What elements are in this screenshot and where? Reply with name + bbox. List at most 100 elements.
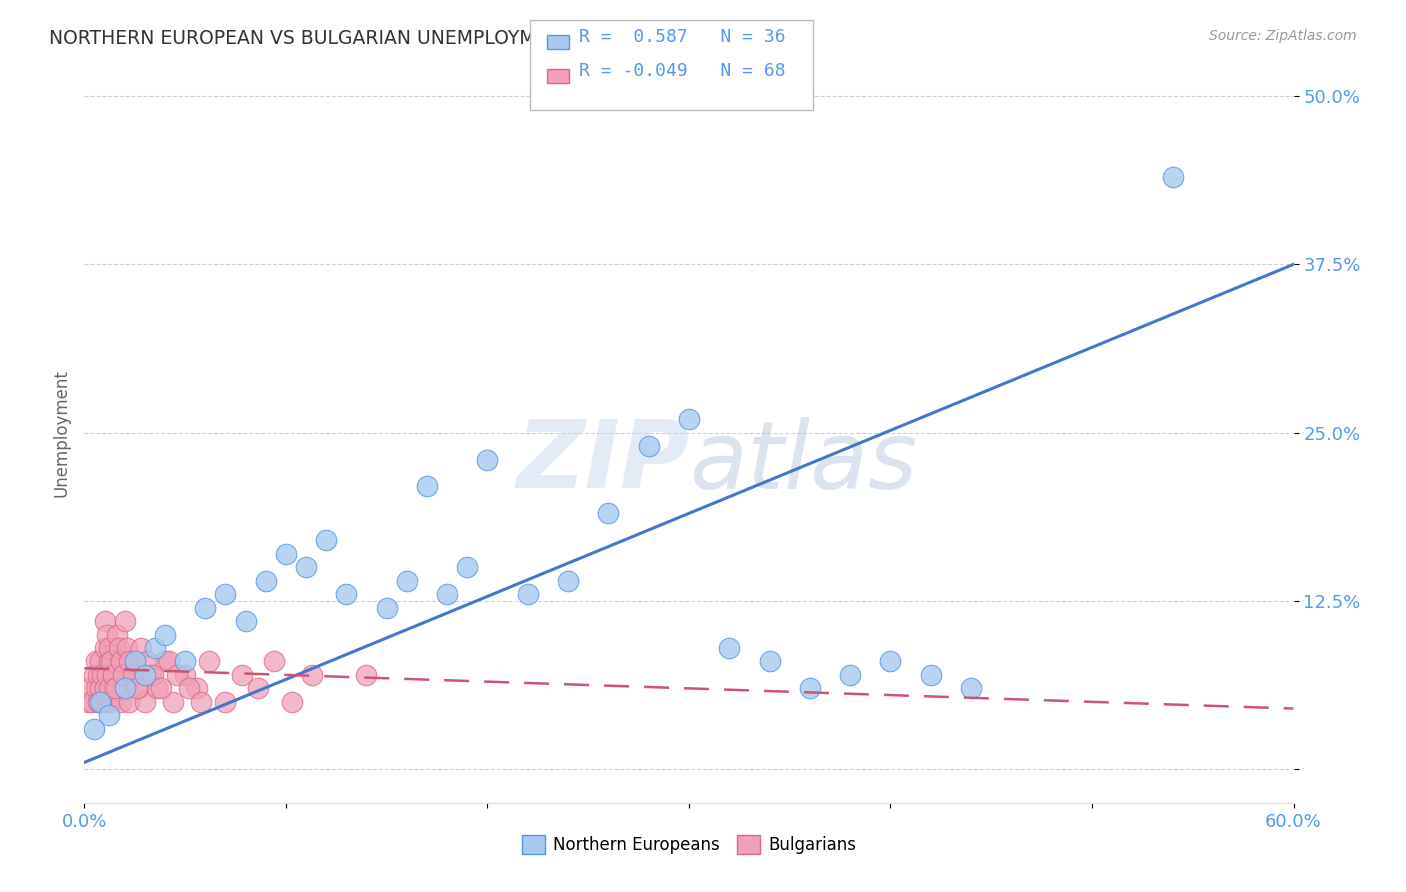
Point bbox=[93, 614, 115, 628]
Point bbox=[110, 655, 132, 669]
Point bbox=[124, 655, 146, 669]
Point bbox=[97, 655, 120, 669]
Point bbox=[89, 655, 111, 669]
Point bbox=[263, 655, 285, 669]
Point bbox=[274, 547, 297, 561]
Point bbox=[86, 655, 108, 669]
Point bbox=[111, 668, 134, 682]
Point bbox=[174, 655, 197, 669]
Point bbox=[114, 681, 136, 696]
Point bbox=[516, 587, 538, 601]
Point bbox=[118, 695, 141, 709]
Point bbox=[598, 507, 620, 521]
Point bbox=[879, 655, 901, 669]
Point bbox=[107, 640, 129, 655]
Point bbox=[153, 655, 176, 669]
Point bbox=[96, 668, 118, 682]
Point bbox=[87, 695, 110, 709]
Point bbox=[235, 614, 257, 628]
Point bbox=[416, 479, 439, 493]
Point bbox=[142, 668, 165, 682]
Point bbox=[301, 668, 323, 682]
Point bbox=[121, 668, 143, 682]
Point bbox=[315, 533, 337, 548]
Point bbox=[111, 668, 134, 682]
Point bbox=[281, 695, 304, 709]
Text: R = -0.049   N = 68: R = -0.049 N = 68 bbox=[579, 62, 786, 80]
Point bbox=[214, 695, 236, 709]
Point bbox=[198, 655, 221, 669]
Point bbox=[920, 668, 942, 682]
Point bbox=[128, 681, 150, 696]
Point bbox=[295, 560, 318, 574]
Point bbox=[194, 600, 217, 615]
Point bbox=[186, 681, 208, 696]
Point bbox=[114, 681, 136, 696]
Point bbox=[105, 627, 128, 641]
Point bbox=[477, 452, 499, 467]
Point bbox=[77, 695, 100, 709]
Point bbox=[960, 681, 983, 696]
Y-axis label: Unemployment: Unemployment bbox=[52, 368, 70, 497]
Point bbox=[678, 412, 700, 426]
Point bbox=[174, 668, 197, 682]
Point bbox=[125, 681, 148, 696]
Point bbox=[153, 627, 176, 641]
Point bbox=[335, 587, 357, 601]
Point bbox=[114, 614, 136, 628]
Point bbox=[87, 668, 110, 682]
Point bbox=[718, 640, 741, 655]
Point bbox=[134, 668, 156, 682]
Point bbox=[100, 695, 122, 709]
Point bbox=[135, 655, 157, 669]
Point bbox=[134, 695, 156, 709]
Point bbox=[118, 655, 141, 669]
Point bbox=[179, 681, 201, 696]
Point bbox=[79, 681, 101, 696]
Point bbox=[254, 574, 277, 588]
Point bbox=[91, 668, 114, 682]
Point bbox=[93, 681, 115, 696]
Point bbox=[101, 668, 124, 682]
Text: NORTHERN EUROPEAN VS BULGARIAN UNEMPLOYMENT CORRELATION CHART: NORTHERN EUROPEAN VS BULGARIAN UNEMPLOYM… bbox=[49, 29, 783, 47]
Point bbox=[96, 695, 118, 709]
Point bbox=[162, 695, 184, 709]
Point bbox=[97, 640, 120, 655]
Point bbox=[436, 587, 458, 601]
Point bbox=[110, 695, 132, 709]
Point bbox=[124, 655, 146, 669]
Point bbox=[637, 439, 659, 453]
Point bbox=[1161, 169, 1184, 184]
Point bbox=[166, 668, 188, 682]
Point bbox=[146, 681, 169, 696]
Point bbox=[456, 560, 478, 574]
Point bbox=[86, 681, 108, 696]
Point bbox=[104, 681, 127, 696]
Point bbox=[104, 640, 127, 655]
Point bbox=[97, 681, 120, 696]
Text: ZIP: ZIP bbox=[516, 417, 689, 508]
Point bbox=[83, 722, 105, 736]
Point bbox=[100, 655, 122, 669]
Point bbox=[231, 668, 253, 682]
Point bbox=[89, 681, 111, 696]
Legend: Northern Europeans, Bulgarians: Northern Europeans, Bulgarians bbox=[515, 829, 863, 861]
Point bbox=[395, 574, 418, 588]
Point bbox=[214, 587, 236, 601]
Point bbox=[149, 681, 172, 696]
Point bbox=[93, 640, 115, 655]
Point bbox=[190, 695, 212, 709]
Text: atlas: atlas bbox=[689, 417, 917, 508]
Point bbox=[356, 668, 378, 682]
Point bbox=[375, 600, 398, 615]
Point bbox=[839, 668, 862, 682]
Point bbox=[101, 668, 124, 682]
Point bbox=[115, 655, 138, 669]
Point bbox=[96, 627, 118, 641]
Point bbox=[557, 574, 579, 588]
Point bbox=[115, 640, 138, 655]
Point bbox=[97, 708, 120, 723]
Text: R =  0.587   N = 36: R = 0.587 N = 36 bbox=[579, 29, 786, 46]
Point bbox=[246, 681, 269, 696]
Point bbox=[758, 655, 780, 669]
